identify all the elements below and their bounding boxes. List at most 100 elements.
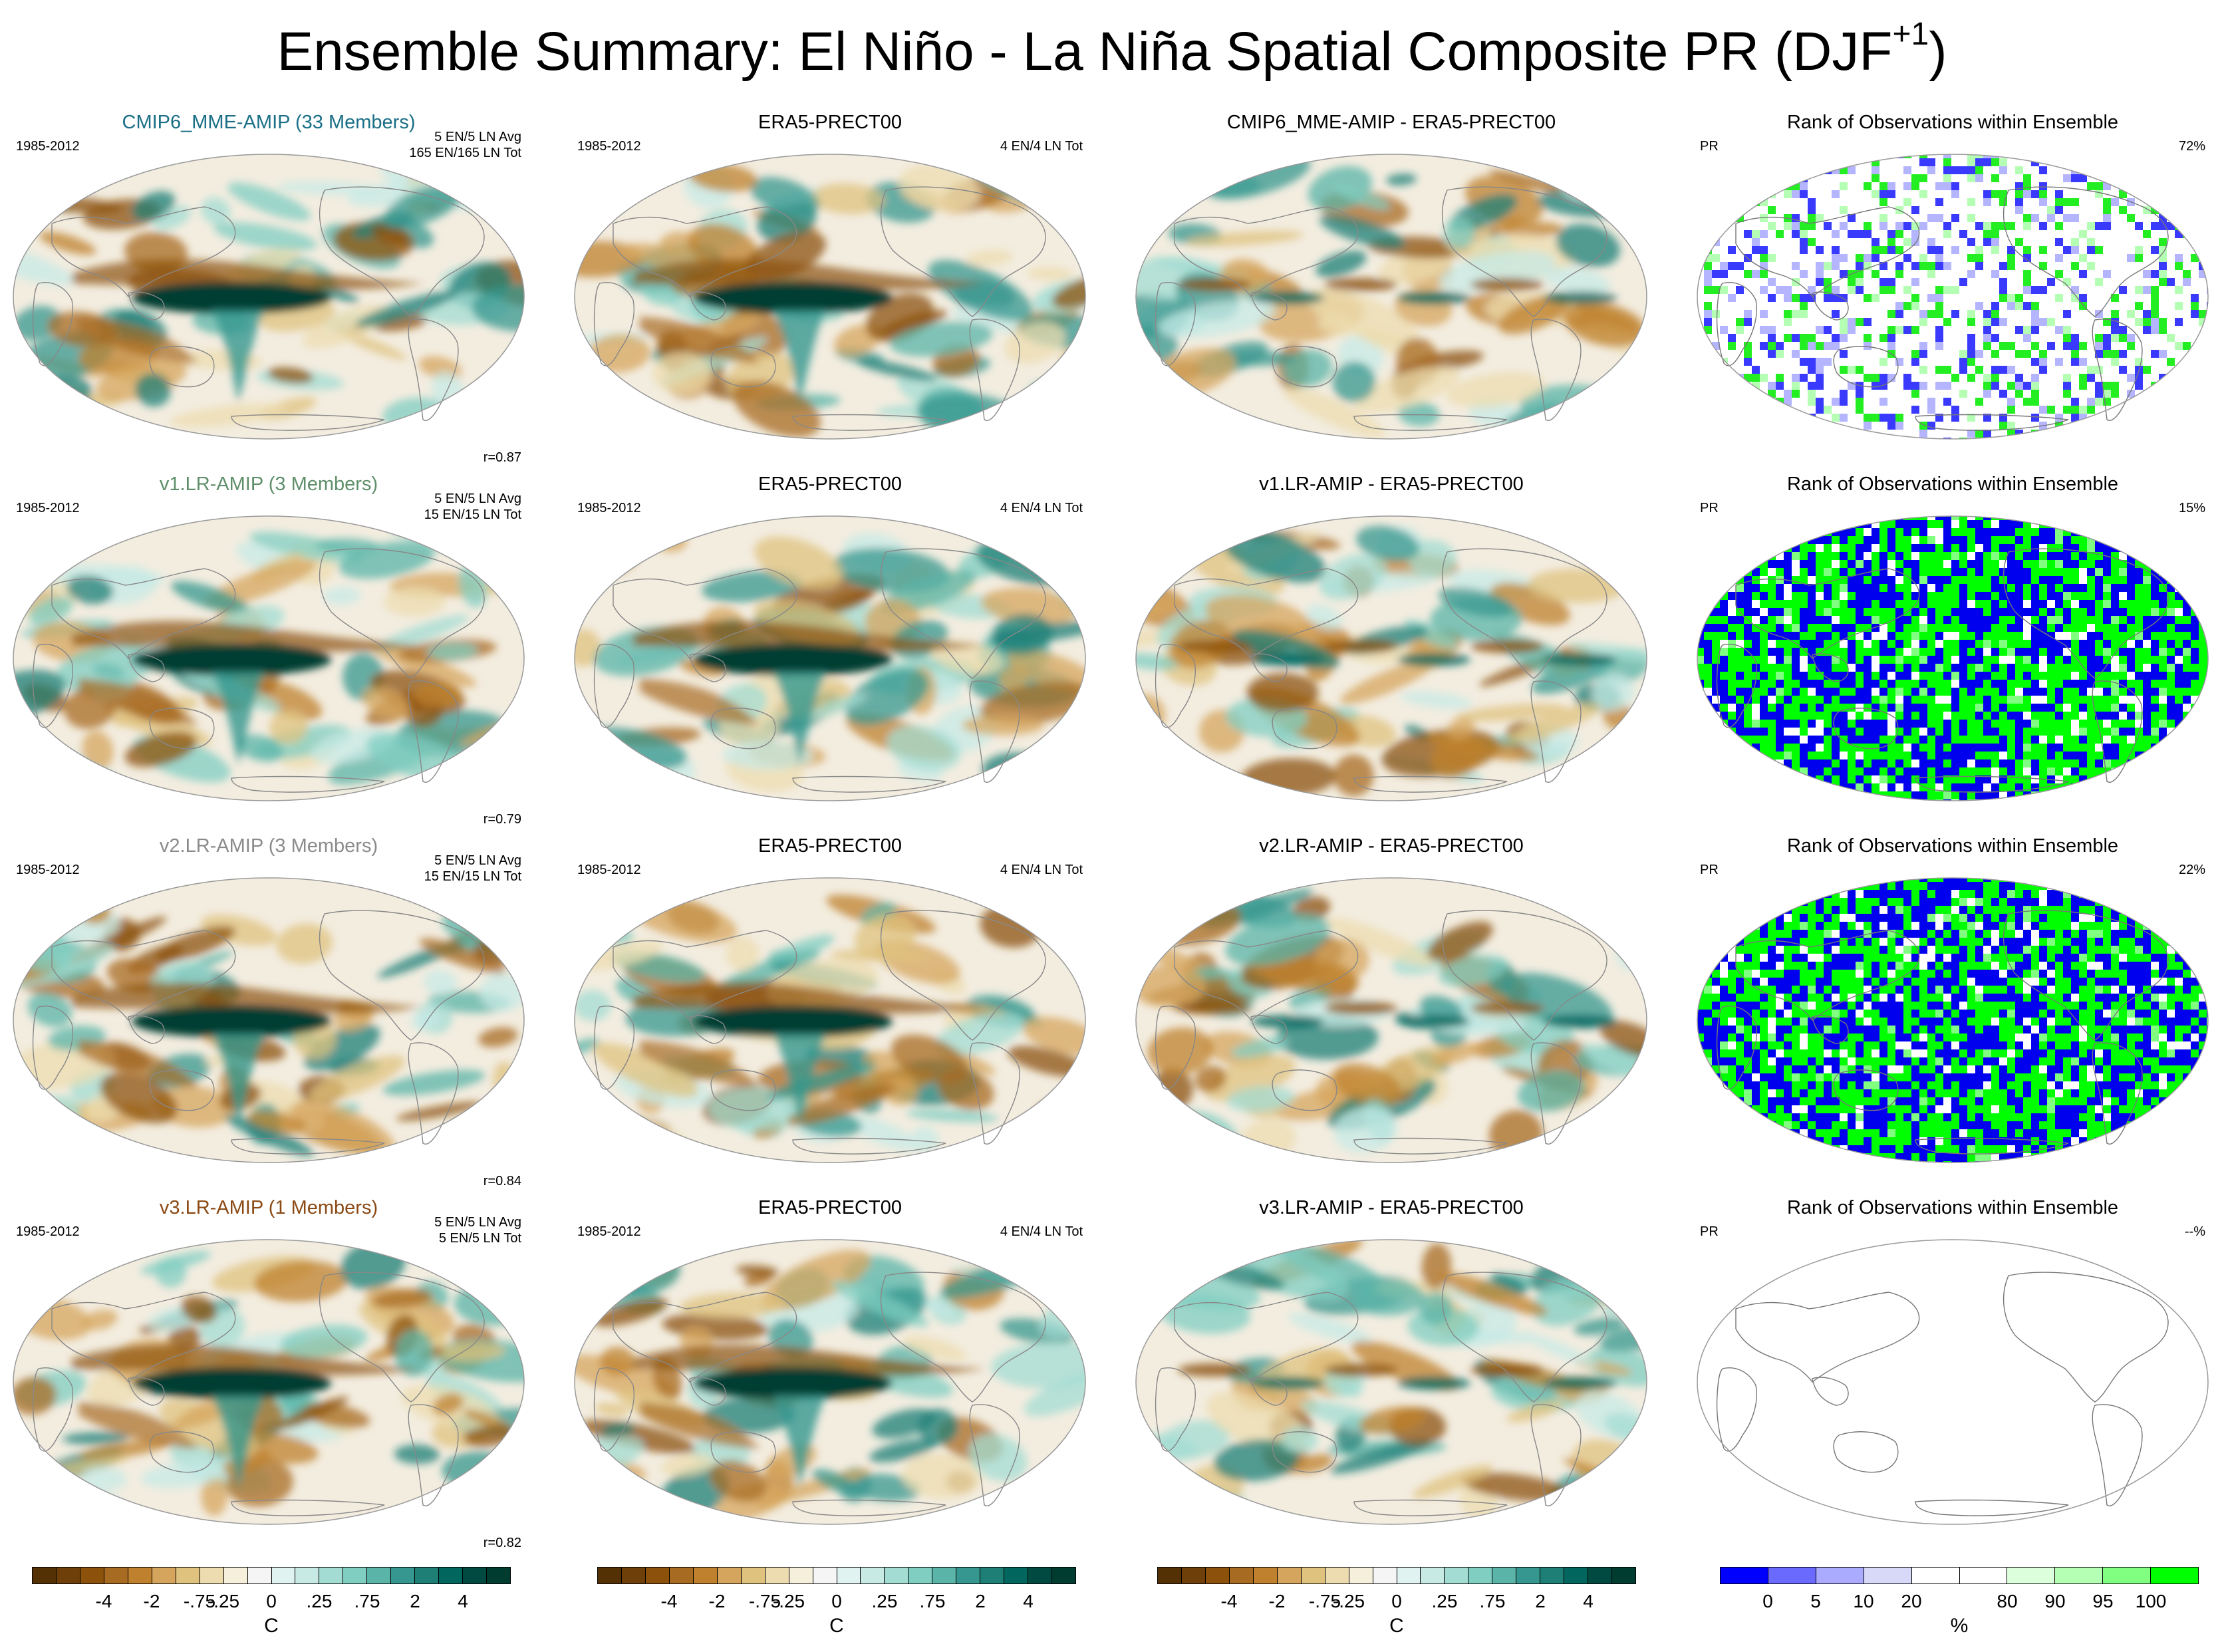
coastline bbox=[1442, 548, 1607, 679]
map-outline bbox=[574, 1239, 1086, 1525]
colorbar-box bbox=[223, 1568, 248, 1583]
total-count-label: 4 EN/4 LN Tot bbox=[1000, 1224, 1083, 1239]
correlation-label: r=0.87 bbox=[483, 450, 521, 465]
colorbar-box bbox=[598, 1568, 622, 1583]
total-count-label: 15 EN/15 LN Tot bbox=[424, 507, 521, 522]
coastline bbox=[149, 708, 215, 750]
coastline bbox=[231, 1137, 385, 1155]
colorbar-box bbox=[1445, 1568, 1469, 1583]
panel-model-row-4: v3.LR-AMIP (1 Members) 1985-2012 5 EN/5 LN… bbox=[3, 1196, 535, 1555]
coastline bbox=[1250, 291, 1288, 321]
coastline bbox=[969, 680, 1020, 783]
coastline bbox=[2003, 1272, 2169, 1403]
colorbar-tick-label: 0 bbox=[266, 1591, 277, 1611]
colorbar-unit-label: C bbox=[264, 1615, 279, 1637]
total-count-label: 15 EN/15 LN Tot bbox=[424, 869, 521, 884]
colorbar-box bbox=[1181, 1568, 1206, 1583]
coastline bbox=[881, 1272, 1046, 1403]
colorbar-tick-label: 2 bbox=[975, 1591, 986, 1611]
model-panel-title: v2.LR-AMIP (3 Members) bbox=[159, 835, 378, 857]
colorbar-box bbox=[1721, 1568, 1768, 1583]
colorbar-2: -4 -2 -.75 -.25 0 .25 .75 2 4 C bbox=[597, 1567, 1076, 1647]
colorbar-boxes bbox=[1720, 1567, 2199, 1584]
colorbar-box bbox=[1229, 1568, 1254, 1583]
colorbar-tick-label: 4 bbox=[1583, 1591, 1594, 1611]
colorbar-box bbox=[980, 1568, 1005, 1583]
colorbar-box bbox=[1540, 1568, 1565, 1583]
coastline bbox=[1716, 282, 1757, 366]
variable-label: PR bbox=[1700, 501, 1719, 515]
global-map-model bbox=[13, 154, 525, 440]
obs-panel-title: ERA5-PRECT00 bbox=[758, 474, 902, 495]
global-map-rank bbox=[1697, 1239, 2209, 1525]
coastline bbox=[128, 1015, 165, 1044]
colorbar-box bbox=[33, 1568, 57, 1583]
coastline bbox=[149, 1069, 215, 1111]
colorbar-boxes bbox=[1157, 1567, 1636, 1584]
coastline bbox=[1250, 1377, 1288, 1406]
colorbar-tick-label: -.25 bbox=[772, 1591, 805, 1611]
map-outline bbox=[1697, 515, 2209, 801]
coastline bbox=[319, 548, 485, 679]
panel-diff-row-1: CMIP6_MME-AMIP - ERA5-PRECT00 bbox=[1125, 110, 1657, 470]
coastline bbox=[792, 1137, 946, 1155]
coastline bbox=[1735, 930, 1920, 1021]
coastline bbox=[1530, 1042, 1582, 1145]
coastline bbox=[1812, 1015, 1849, 1044]
colorbar-tick-label: 4 bbox=[1023, 1591, 1034, 1611]
colorbar-tick-label: 5 bbox=[1810, 1591, 1821, 1611]
coastline bbox=[710, 1069, 776, 1111]
coastline bbox=[231, 1499, 385, 1516]
global-map-diff bbox=[1135, 1239, 1647, 1525]
coastline bbox=[1174, 206, 1359, 297]
colorbar-box bbox=[391, 1568, 416, 1583]
colorbar-box bbox=[861, 1568, 885, 1583]
colorbar-tick-label: -4 bbox=[1220, 1591, 1238, 1611]
global-map-obs bbox=[574, 154, 1086, 440]
colorbar-box bbox=[319, 1568, 344, 1583]
colorbar-box bbox=[1052, 1568, 1076, 1583]
colorbar-box bbox=[621, 1568, 646, 1583]
coastline bbox=[792, 414, 946, 431]
coastline bbox=[32, 1006, 73, 1090]
main-title: Ensemble Summary: El Niño - La Niña Spat… bbox=[277, 17, 1947, 82]
coastline bbox=[1272, 1069, 1337, 1111]
colorbar-box bbox=[1253, 1568, 1278, 1583]
obs-panel-title: ERA5-PRECT00 bbox=[758, 835, 902, 857]
obs-panel-title: ERA5-PRECT00 bbox=[758, 1197, 902, 1218]
colorbar-tick-label: -2 bbox=[1268, 1591, 1286, 1611]
global-map-rank bbox=[1697, 877, 2209, 1163]
colorbar-box bbox=[2103, 1568, 2152, 1583]
panel-diff-row-4: v3.LR-AMIP - ERA5-PRECT00 bbox=[1125, 1196, 1657, 1555]
panel-model-row-3: v2.LR-AMIP (3 Members) 1985-2012 5 EN/5 LN… bbox=[3, 834, 535, 1193]
coastline bbox=[613, 1292, 797, 1383]
colorbar-box bbox=[1028, 1568, 1053, 1583]
colorbar-tick-label: .25 bbox=[1431, 1591, 1458, 1611]
colorbar-box bbox=[741, 1568, 765, 1583]
coastline bbox=[1735, 1292, 1920, 1383]
colorbar-box bbox=[176, 1568, 200, 1583]
rank-panel-title: Rank of Observations within Ensemble bbox=[1786, 474, 2119, 495]
colorbar-tick-label: 4 bbox=[458, 1591, 468, 1611]
years-label: 1985-2012 bbox=[16, 501, 80, 515]
colorbar-box bbox=[837, 1568, 861, 1583]
colorbar-tick-label: 0 bbox=[831, 1591, 842, 1611]
colorbar-box bbox=[1816, 1568, 1864, 1583]
coastline bbox=[1530, 680, 1582, 783]
coastline bbox=[408, 319, 459, 421]
coastline bbox=[32, 1367, 73, 1452]
global-map-model bbox=[13, 877, 525, 1163]
map-outline bbox=[574, 515, 1086, 801]
coastline bbox=[710, 1431, 776, 1473]
coastline bbox=[710, 708, 776, 750]
rank-panel-title: Rank of Observations within Ensemble bbox=[1786, 835, 2119, 857]
colorbar-tick-label: -.25 bbox=[1332, 1591, 1365, 1611]
panel-model-row-2: v1.LR-AMIP (3 Members) 1985-2012 5 EN/5 LN… bbox=[3, 472, 535, 831]
coastline bbox=[613, 930, 797, 1021]
coastline bbox=[408, 1404, 459, 1506]
map-outline bbox=[1697, 877, 2209, 1163]
global-map-rank bbox=[1697, 154, 2209, 440]
colorbar-box bbox=[128, 1568, 152, 1583]
colorbar-tick-label: 95 bbox=[2092, 1591, 2114, 1611]
coastline bbox=[969, 319, 1020, 421]
